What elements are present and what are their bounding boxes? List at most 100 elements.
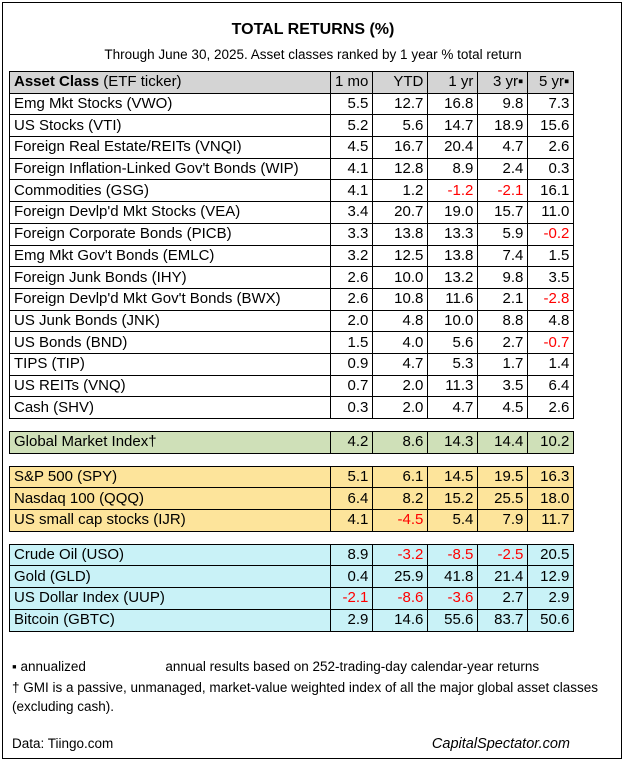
return-value: 4.1 [329,157,374,181]
return-value: 15.7 [477,201,529,224]
return-value: 0.3 [329,396,374,419]
return-value: -4.5 [372,509,429,532]
publisher-credit: CapitalSpectator.com [431,736,570,752]
return-value: 2.4 [477,157,529,181]
return-value: 12.5 [372,244,429,268]
annualized-footnote: ▪ annualized annual results based on 252… [12,657,539,676]
return-value: 8.9 [329,543,374,567]
table-row: Foreign Devlp'd Mkt Gov't Bonds (BWX) 2.6… [9,287,575,311]
return-value: -1.2 [427,179,479,203]
group-spacer [9,418,574,432]
return-value: 14.7 [427,114,479,138]
return-value: 14.3 [427,431,479,454]
return-value: -3.2 [372,543,429,567]
return-value: 4.5 [477,396,529,419]
return-value: 6.4 [329,487,374,511]
return-value: 10.8 [372,287,429,311]
return-value: 5.4 [427,509,479,532]
report-title: TOTAL RETURNS (%) [231,21,395,38]
return-value: 1.4 [527,352,575,376]
asset-name: Emg Mkt Gov't Bonds (EMLC) [9,244,331,268]
return-value: 12.7 [372,92,429,116]
return-value: 19.5 [477,465,529,489]
return-value: 9.8 [477,92,529,116]
table-row: S&P 500 (SPY) 5.1 6.1 14.5 19.5 16.3 [9,465,575,489]
return-value: 0.9 [329,352,374,376]
return-value: 11.0 [527,201,575,224]
return-value: 83.7 [477,608,529,632]
asset-name: Crude Oil (USO) [9,543,331,567]
return-value: 1.7 [477,352,529,376]
return-value: 14.6 [372,608,429,632]
return-value: 2.1 [477,287,529,311]
annualized-text: annual results based on 252-trading-day … [165,659,540,674]
asset-name: Commodities (GSG) [9,179,331,203]
return-value: 18.0 [527,487,575,511]
table-row: Foreign Real Estate/REITs (VNQI) 4.5 16.7 2… [9,136,575,159]
return-value: 3.2 [329,244,374,268]
group-spacer [9,452,574,467]
return-value: -2.5 [477,543,529,567]
return-value: 1.2 [372,179,429,203]
col-header-ytd: YTD [372,71,429,94]
return-value: 4.7 [427,396,479,419]
return-value: 4.2 [329,431,374,454]
return-value: 14.4 [477,431,529,454]
table-row: Foreign Junk Bonds (IHY) 2.6 10.0 13.2 9.8 3.… [9,266,575,289]
return-value: 8.9 [427,157,479,181]
return-value: 8.8 [477,309,529,333]
return-value: 2.0 [372,374,429,398]
return-value: 4.5 [329,136,374,159]
table-row: US Junk Bonds (JNK) 2.0 4.8 10.0 8.8 4.8 [9,309,575,333]
report-subtitle: Through June 30, 2025. Asset classes ran… [104,47,522,62]
table-row: Foreign Inflation-Linked Gov't Bonds (WI… [9,157,575,181]
return-value: -8.6 [372,587,429,610]
return-value: 20.4 [427,136,479,159]
asset-name: Nasdaq 100 (QQQ) [9,487,331,511]
return-value: 11.7 [527,509,575,532]
table-row: Foreign Corporate Bonds (PICB) 3.3 13.8 13.… [9,222,575,246]
table-row: Crude Oil (USO) 8.9 -3.2 -8.5 -2.5 20.5 [9,543,575,567]
asset-name: Emg Mkt Stocks (VWO) [9,92,331,116]
return-value: 12.8 [372,157,429,181]
return-value: 25.5 [477,487,529,511]
return-value: 3.5 [477,374,529,398]
return-value: 12.9 [527,565,575,589]
return-value: -8.5 [427,543,479,567]
return-value: 4.8 [527,309,575,333]
asset-name: US REITs (VNQ) [9,374,331,398]
return-value: 11.6 [427,287,479,311]
return-value: 2.7 [477,587,529,610]
table-row: US Dollar Index (UUP) -2.1 -8.6 -3.6 2.7 2.9 [9,587,575,610]
asset-name: Foreign Devlp'd Mkt Gov't Bonds (BWX) [9,287,331,311]
asset-name: Gold (GLD) [9,565,331,589]
asset-name: US Stocks (VTI) [9,114,331,138]
return-value: 4.7 [477,136,529,159]
asset-name: TIPS (TIP) [9,352,331,376]
asset-name: US Bonds (BND) [9,331,331,354]
header-row: Asset Class (ETF ticker) 1 mo YTD 1 yr 3… [9,71,575,94]
return-value: 41.8 [427,565,479,589]
return-value: 5.2 [329,114,374,138]
asset-name: Cash (SHV) [9,396,331,419]
return-value: 14.5 [427,465,479,489]
return-value: 13.8 [427,244,479,268]
return-value: 3.4 [329,201,374,224]
return-value: 4.0 [372,331,429,354]
return-value: 5.6 [372,114,429,138]
table-row: Global Market Index† 4.2 8.6 14.3 14.4 10.2 [9,431,575,454]
return-value: 5.6 [427,331,479,354]
return-value: 10.2 [527,431,575,454]
return-value: 19.0 [427,201,479,224]
asset-name: S&P 500 (SPY) [9,465,331,489]
returns-table: Asset Class (ETF ticker) 1 mo YTD 1 yr 3… [9,71,575,632]
return-value: 2.9 [527,587,575,610]
group-spacer [9,530,574,545]
return-value: 10.0 [427,309,479,333]
return-value: 25.9 [372,565,429,589]
return-value: 7.4 [477,244,529,268]
return-value: 0.7 [329,374,374,398]
return-value: 2.0 [372,396,429,419]
asset-name: Foreign Junk Bonds (IHY) [9,266,331,289]
return-value: -2.1 [477,179,529,203]
